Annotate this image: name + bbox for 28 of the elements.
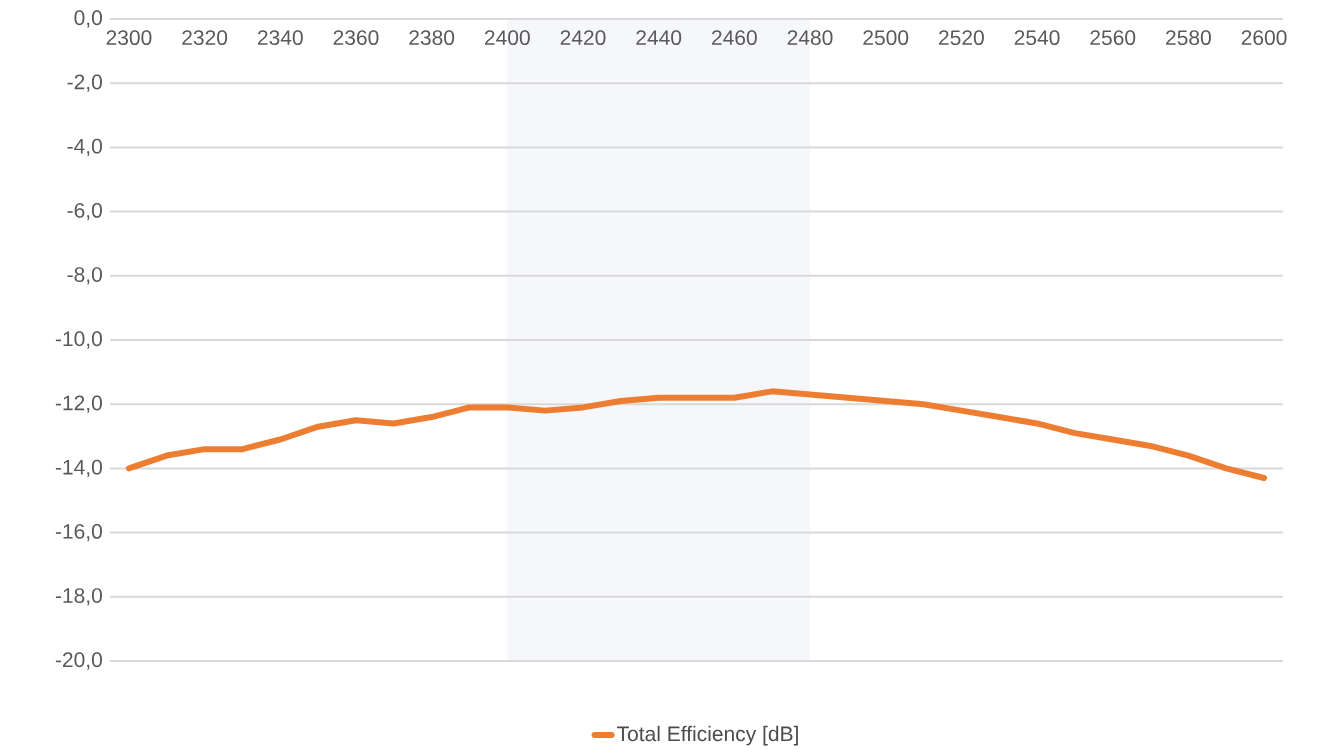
x-tick-label: 2300: [106, 30, 152, 46]
x-tick-label: 2420: [560, 30, 606, 46]
y-tick-label: -2,0: [67, 74, 102, 92]
x-tick-label: 2520: [939, 30, 984, 46]
y-tick-label: -10,0: [55, 331, 102, 349]
x-tick-label: 2600: [1241, 30, 1287, 46]
x-tick-label: 2380: [409, 30, 455, 46]
x-tick-label: 2500: [863, 30, 909, 46]
y-tick-label: -14,0: [55, 459, 102, 478]
x-tick-label: 2460: [712, 30, 757, 46]
y-tick-label: -20,0: [55, 652, 102, 670]
y-tick-label: -8,0: [67, 267, 102, 285]
y-tick-label: -12,0: [55, 395, 102, 413]
x-tick-label: 2580: [1166, 30, 1211, 46]
y-tick-label: -6,0: [67, 202, 102, 221]
x-tick-label: 2360: [333, 30, 379, 46]
legend-label: Total Efficiency [dB]: [617, 725, 798, 746]
x-tick-label: 2440: [636, 30, 682, 46]
x-tick-label: 2540: [1014, 30, 1060, 46]
x-tick-label: 2400: [485, 30, 530, 46]
y-tick-label: -4,0: [67, 138, 102, 157]
x-tick-label: 2340: [257, 30, 303, 46]
x-tick-label: 2560: [1090, 30, 1136, 46]
x-tick-label: 2480: [787, 30, 833, 46]
y-tick-label: -16,0: [55, 523, 102, 542]
x-tick-label: 2320: [182, 30, 228, 46]
y-tick-label: 0,0: [74, 10, 102, 28]
y-tick-label: -18,0: [55, 588, 102, 606]
